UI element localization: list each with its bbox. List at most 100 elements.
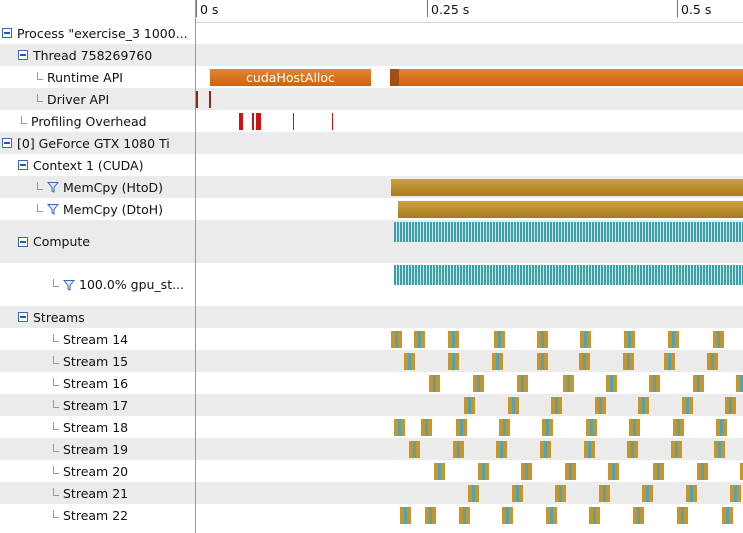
stream-activity-block[interactable] (697, 463, 708, 480)
stream-activity-block[interactable] (394, 419, 405, 436)
collapse-icon[interactable] (18, 160, 28, 170)
stream-activity-block[interactable] (496, 441, 507, 458)
compute-kernels[interactable] (394, 222, 743, 242)
stream-activity-block[interactable] (606, 375, 617, 392)
stream-activity-block[interactable] (589, 507, 600, 524)
stream-activity-block[interactable] (677, 507, 688, 524)
stream-activity-block[interactable] (517, 375, 528, 392)
stream-activity-block[interactable] (409, 441, 420, 458)
timeline-pane[interactable]: 0 s 0.25 s 0.5 s cudaHostAlloc (196, 0, 743, 533)
tree-row-memcpy-dtoh[interactable]: MemCpy (DtoH) (0, 198, 195, 220)
driver-api-marker[interactable] (196, 91, 198, 108)
stream-activity-block[interactable] (565, 463, 576, 480)
stream-activity-block[interactable] (580, 331, 591, 348)
stream-activity-block[interactable] (713, 331, 724, 348)
stream-activity-block[interactable] (512, 485, 523, 502)
memcpy-dtoh-bar[interactable] (398, 201, 743, 218)
stream-activity-block[interactable] (623, 353, 634, 370)
stream-activity-block[interactable] (414, 331, 425, 348)
stream-activity-block[interactable] (722, 507, 733, 524)
tree-row-stream-20[interactable]: Stream 20 (0, 460, 195, 482)
filter-icon[interactable] (62, 279, 76, 291)
stream-activity-block[interactable] (421, 419, 432, 436)
stream-activity-block[interactable] (736, 375, 743, 392)
stream-activity-block[interactable] (730, 485, 741, 502)
tree-row-stream-19[interactable]: Stream 19 (0, 438, 195, 460)
stream-activity-block[interactable] (584, 441, 595, 458)
stream-activity-block[interactable] (555, 485, 566, 502)
stream-activity-block[interactable] (473, 375, 484, 392)
stream-activity-block[interactable] (629, 419, 640, 436)
stream-activity-block[interactable] (608, 463, 619, 480)
profiling-overhead-marker[interactable] (239, 113, 243, 130)
tree-row-context[interactable]: Context 1 (CUDA) (0, 154, 195, 176)
tree-row-streams[interactable]: Streams (0, 306, 195, 328)
time-ruler[interactable]: 0 s 0.25 s 0.5 s (196, 0, 743, 23)
tree-row-memcpy-htod[interactable]: MemCpy (HtoD) (0, 176, 195, 198)
profiling-overhead-marker[interactable] (293, 113, 294, 130)
stream-activity-block[interactable] (664, 353, 675, 370)
tree-row-gpu-device[interactable]: [0] GeForce GTX 1080 Ti (0, 132, 195, 154)
profiling-overhead-marker[interactable] (256, 113, 261, 130)
stream-activity-block[interactable] (404, 353, 415, 370)
collapse-icon[interactable] (18, 50, 28, 60)
tree-row-stream-15[interactable]: Stream 15 (0, 350, 195, 372)
stream-activity-block[interactable] (537, 331, 548, 348)
stream-activity-block[interactable] (638, 397, 649, 414)
stream-activity-block[interactable] (673, 419, 684, 436)
runtime-api-marker[interactable] (390, 69, 399, 86)
tree-row-profiling-overhead[interactable]: Profiling Overhead (0, 110, 195, 132)
stream-activity-block[interactable] (740, 463, 743, 480)
stream-activity-block[interactable] (478, 463, 489, 480)
stream-activity-block[interactable] (649, 375, 660, 392)
stream-activity-block[interactable] (693, 375, 704, 392)
stream-activity-block[interactable] (448, 331, 459, 348)
stream-activity-block[interactable] (540, 441, 551, 458)
filter-icon[interactable] (46, 181, 60, 193)
tree-row-stream-16[interactable]: Stream 16 (0, 372, 195, 394)
collapse-icon[interactable] (2, 28, 12, 38)
collapse-icon[interactable] (18, 236, 28, 247)
stream-activity-block[interactable] (499, 419, 510, 436)
tree-row-thread[interactable]: Thread 758269760 (0, 44, 195, 66)
stream-activity-block[interactable] (725, 397, 736, 414)
stream-activity-block[interactable] (521, 463, 532, 480)
stream-activity-block[interactable] (468, 485, 479, 502)
memcpy-htod-bar[interactable] (391, 179, 743, 196)
tree-row-runtime-api[interactable]: Runtime API (0, 66, 195, 88)
collapse-icon[interactable] (2, 138, 12, 148)
stream-activity-block[interactable] (459, 507, 470, 524)
stream-activity-block[interactable] (686, 485, 697, 502)
stream-activity-block[interactable] (586, 419, 597, 436)
stream-activity-block[interactable] (627, 441, 638, 458)
stream-activity-block[interactable] (599, 485, 610, 502)
tree-row-gpu-kernel[interactable]: 100.0% gpu_st... (0, 263, 195, 306)
collapse-icon[interactable] (18, 312, 28, 322)
stream-activity-block[interactable] (682, 397, 693, 414)
stream-activity-block[interactable] (502, 507, 513, 524)
filter-icon[interactable] (46, 203, 60, 215)
profiling-overhead-marker[interactable] (332, 113, 333, 130)
stream-activity-block[interactable] (653, 463, 664, 480)
stream-activity-block[interactable] (400, 507, 411, 524)
stream-activity-block[interactable] (642, 485, 653, 502)
stream-activity-block[interactable] (668, 331, 679, 348)
tree-row-driver-api[interactable]: Driver API (0, 88, 195, 110)
gpu-kernel-bar[interactable] (394, 265, 743, 285)
stream-activity-block[interactable] (391, 331, 402, 348)
stream-activity-block[interactable] (714, 441, 725, 458)
stream-activity-block[interactable] (537, 353, 548, 370)
pane-splitter[interactable] (195, 0, 196, 533)
tree-row-stream-21[interactable]: Stream 21 (0, 482, 195, 504)
tree-row-stream-14[interactable]: Stream 14 (0, 328, 195, 350)
stream-activity-block[interactable] (542, 419, 553, 436)
driver-api-marker[interactable] (209, 91, 211, 108)
stream-activity-block[interactable] (579, 353, 590, 370)
stream-activity-block[interactable] (434, 463, 445, 480)
stream-activity-block[interactable] (453, 441, 464, 458)
stream-activity-block[interactable] (707, 353, 718, 370)
profiling-overhead-marker[interactable] (252, 113, 254, 130)
tree-row-stream-17[interactable]: Stream 17 (0, 394, 195, 416)
stream-activity-block[interactable] (429, 375, 440, 392)
stream-activity-block[interactable] (595, 397, 606, 414)
